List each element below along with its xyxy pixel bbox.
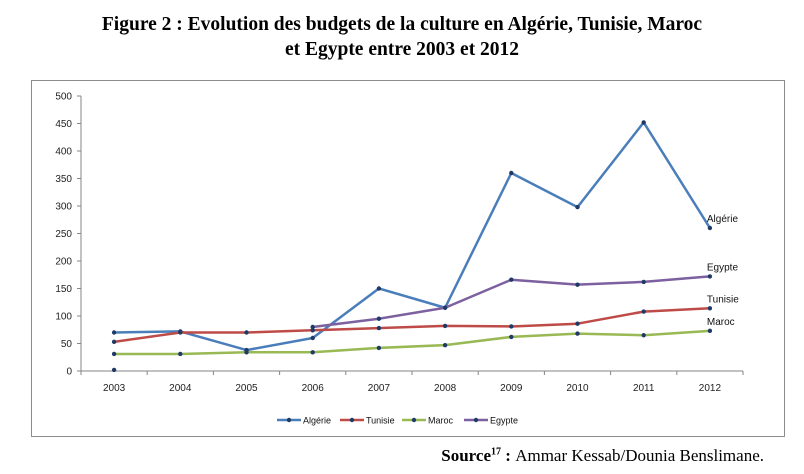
y-tick-label: 350 (55, 174, 72, 185)
y-tick-label: 50 (61, 339, 73, 350)
y-tick-label: 450 (55, 119, 72, 130)
data-point (376, 286, 382, 291)
chart-axes: 0 50 100 150 200 250 300 350 400 450 500 2003 2004 20… (55, 92, 744, 394)
data-point (178, 330, 183, 335)
source-text: Ammar Kessab/Dounia Benslimane. (515, 446, 764, 465)
series-line (114, 121, 711, 352)
x-tick-label: 2012 (699, 383, 722, 394)
x-tick-label: 2011 (633, 383, 655, 394)
data-point (376, 316, 382, 321)
data-point (707, 274, 713, 279)
source-footnote-number: 17 (491, 446, 502, 458)
data-point (111, 339, 117, 345)
data-point (509, 334, 514, 340)
legend-marker (411, 417, 417, 423)
legend-item-maroc: Maroc (402, 416, 454, 426)
data-point (244, 330, 249, 335)
series-line (312, 275, 711, 329)
data-point (509, 277, 514, 282)
x-tick-label: 2006 (302, 383, 325, 394)
legend-item-algérie: Algérie (277, 416, 331, 426)
data-point (509, 170, 514, 176)
legend-marker (473, 417, 479, 423)
line-chart: 0 50 100 150 200 250 300 350 400 450 500 2003 2004 20… (55, 92, 744, 426)
series-algérie (111, 120, 713, 353)
end-label-maroc: Maroc (707, 317, 735, 328)
y-tick-label: 250 (55, 229, 72, 240)
x-tick-label: 2010 (566, 383, 589, 394)
legend-marker (349, 417, 355, 423)
data-point (641, 120, 646, 125)
data-point (575, 204, 580, 210)
data-point (641, 333, 646, 338)
y-tick-label: 400 (55, 147, 72, 158)
data-point (376, 345, 382, 351)
source-separator: : (501, 446, 516, 465)
data-point (442, 342, 448, 348)
y-tick-label: 300 (55, 202, 72, 213)
source-line: Source17 : Ammar Kessab/Dounia Bensliman… (441, 446, 764, 466)
data-point (641, 309, 646, 314)
end-label-tunisie: Tunisie (707, 294, 739, 305)
x-tick-label: 2008 (434, 383, 457, 394)
chart-end-labels: Algérie Tunisie Maroc Egypte (707, 214, 739, 328)
data-point (575, 321, 580, 326)
data-point (310, 335, 315, 341)
legend-label: Tunisie (366, 416, 395, 426)
series-tunisie (111, 306, 713, 345)
legend-item-egypte: Egypte (464, 416, 518, 426)
data-point (111, 367, 117, 373)
chart-series (111, 120, 713, 373)
figure-title-line-1: Figure 2 : Evolution des budgets de la c… (101, 14, 703, 35)
legend-label: Algérie (303, 416, 331, 426)
data-point (641, 279, 646, 285)
figure-title-line-2: et Egypte entre 2003 et 2012 (284, 39, 520, 60)
x-tick-label: 2004 (169, 383, 192, 394)
data-point (575, 282, 580, 287)
y-tick-label: 500 (55, 92, 72, 103)
data-point (707, 328, 713, 334)
y-tick-label: 0 (66, 367, 72, 378)
data-point (244, 350, 249, 355)
data-point (111, 351, 117, 357)
data-point (509, 324, 514, 329)
y-tick-label: 100 (55, 312, 72, 323)
y-tick-label: 200 (55, 257, 72, 268)
source-label: Source (441, 446, 492, 465)
figure-title: Figure 2 : Evolution des budgets de la c… (0, 12, 804, 62)
legend-label: Egypte (490, 416, 518, 426)
series-line (114, 329, 710, 356)
x-tick-label: 2009 (500, 383, 523, 394)
data-point (575, 331, 580, 336)
data-point (111, 330, 117, 335)
x-tick-label: 2007 (368, 383, 391, 394)
data-point (310, 324, 315, 330)
data-point (707, 225, 713, 231)
legend-marker (286, 417, 292, 423)
series-line (113, 307, 710, 344)
x-tick-label: 2005 (235, 383, 258, 394)
end-label-algérie: Algérie (707, 214, 739, 225)
data-point (442, 305, 448, 310)
chart-legend: Algérie Tunisie Maroc Egypte (277, 416, 518, 426)
data-point (310, 350, 315, 355)
data-point (310, 328, 315, 333)
y-tick-label: 150 (55, 284, 72, 295)
x-tick-label: 2003 (103, 383, 126, 394)
legend-label: Maroc (428, 416, 454, 426)
data-point (178, 351, 183, 357)
data-point (442, 323, 448, 329)
series-egypte (111, 274, 713, 373)
data-point (707, 306, 713, 311)
data-point (376, 325, 382, 331)
end-label-egypte: Egypte (707, 262, 739, 273)
series-maroc (111, 328, 713, 357)
legend-item-tunisie: Tunisie (340, 416, 395, 426)
chart-frame: 0 50 100 150 200 250 300 350 400 450 500 2003 2004 20… (31, 80, 785, 437)
